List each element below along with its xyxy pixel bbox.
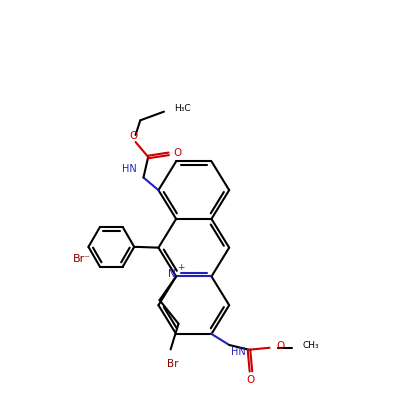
Text: CH₃: CH₃ [302,341,319,350]
Text: Br⁻: Br⁻ [73,254,91,264]
Text: O: O [276,341,284,351]
Text: HN: HN [122,164,136,174]
Text: Br: Br [167,359,178,369]
Text: O: O [129,131,137,141]
Text: H₃C: H₃C [174,104,190,113]
Text: O: O [247,375,255,385]
Text: +: + [177,263,185,272]
Text: O: O [173,148,182,158]
Text: N: N [168,270,176,280]
Text: HN: HN [231,346,246,356]
